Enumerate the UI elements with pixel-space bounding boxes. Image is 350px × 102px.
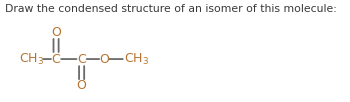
Text: CH$_3$: CH$_3$ bbox=[19, 52, 44, 67]
Text: O: O bbox=[77, 79, 86, 92]
Text: C: C bbox=[52, 53, 61, 66]
Text: CH$_3$: CH$_3$ bbox=[124, 52, 149, 67]
Text: Draw the condensed structure of an isomer of this molecule:: Draw the condensed structure of an isome… bbox=[5, 4, 337, 14]
Text: O: O bbox=[99, 53, 109, 66]
Text: C: C bbox=[77, 53, 86, 66]
Text: O: O bbox=[51, 26, 61, 39]
